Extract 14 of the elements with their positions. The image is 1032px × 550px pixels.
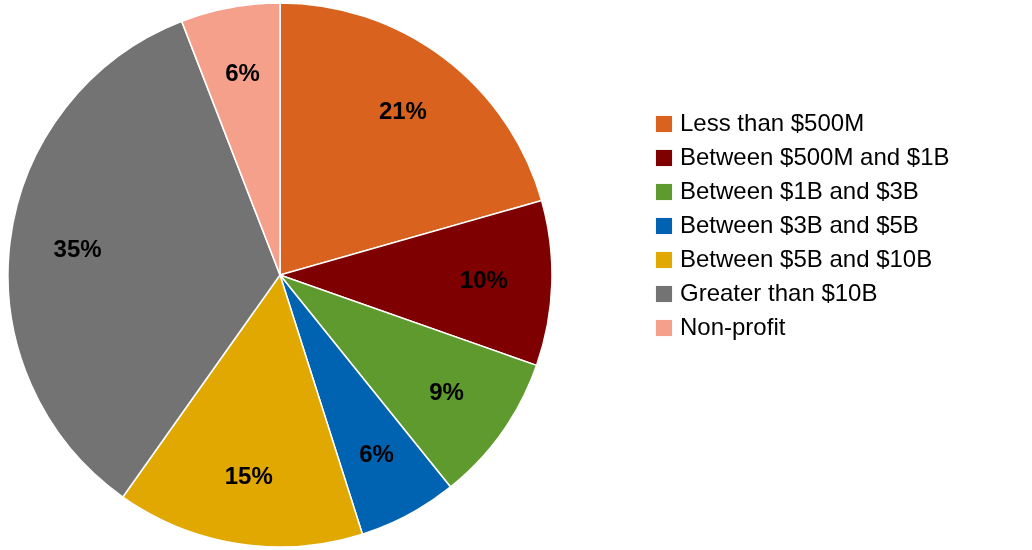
data-label: 10%: [459, 266, 508, 294]
legend-label: Between $500M and $1B: [680, 143, 950, 170]
legend-label: Non-profit: [680, 313, 786, 340]
legend-label: Less than $500M: [680, 109, 865, 136]
legend-label: Between $3B and $5B: [680, 211, 919, 238]
data-label: 6%: [359, 439, 394, 467]
data-label: 9%: [429, 377, 464, 405]
legend-label: Greater than $10B: [680, 279, 878, 306]
legend-label: Between $1B and $3B: [680, 177, 919, 204]
data-label: 21%: [378, 97, 427, 125]
legend-label: Between $5B and $10B: [680, 245, 933, 272]
data-label: 15%: [224, 461, 273, 489]
data-label: 35%: [53, 234, 102, 262]
data-label: 6%: [225, 59, 260, 87]
